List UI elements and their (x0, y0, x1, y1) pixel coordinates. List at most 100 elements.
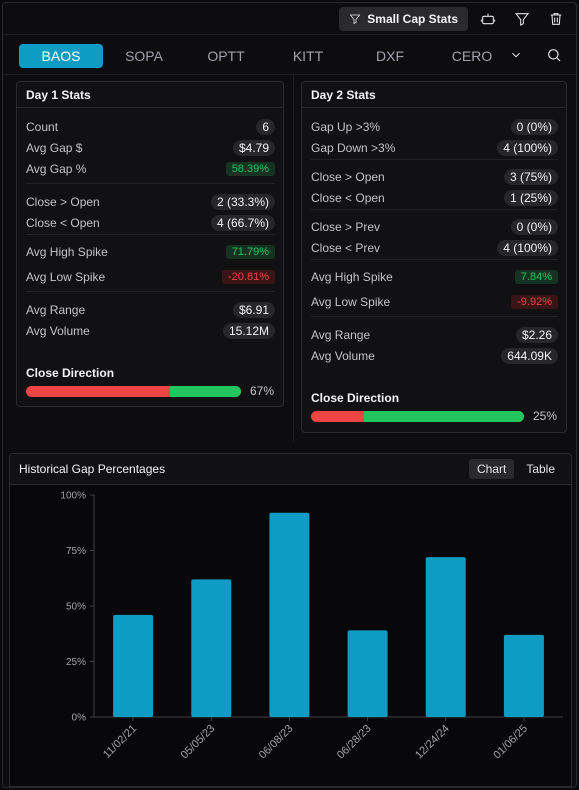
day1-stats-card: Day 1 Stats Count 6 Avg Gap $ $4.79 Avg Gap … (16, 81, 284, 407)
chart-view-button[interactable]: Chart (468, 459, 515, 479)
screener-button[interactable]: Small Cap Stats (339, 6, 468, 31)
search-button[interactable] (540, 43, 568, 67)
close-direction-fill (364, 411, 524, 422)
stat-row: Avg Gap $ $4.79 (26, 139, 275, 157)
stat-separator (311, 259, 558, 260)
stat-label: Gap Up >3% (311, 120, 381, 134)
stat-row: Avg Low Spike -20.81% (26, 268, 275, 286)
stat-row: Close < Open 1 (25%) (311, 189, 558, 207)
y-tick-label: 100% (60, 491, 86, 502)
stat-value: 4 (100%) (497, 140, 558, 156)
ticker-tab-kitt[interactable]: KITT (292, 47, 324, 64)
stat-value: 71.79% (225, 245, 275, 259)
x-tick-label: 05/05/23 (179, 723, 218, 762)
filter-icon (349, 14, 361, 24)
stat-value: 1 (25%) (503, 190, 558, 206)
ticker-tab-optt[interactable]: OPTT (207, 47, 245, 64)
close-direction-bar (311, 411, 524, 422)
stat-value: 7.84% (514, 270, 558, 284)
stat-label: Avg Volume (26, 324, 90, 338)
filter-icon (514, 12, 530, 26)
top-toolbar: Small Cap Stats (3, 3, 576, 35)
stat-row: Avg High Spike 7.84% (311, 268, 558, 286)
day2-stats-card: Day 2 Stats Gap Up >3% 0 (0%) Gap Down >3%… (301, 81, 567, 433)
bar-06-28-23[interactable] (347, 630, 388, 717)
stat-label: Close > Open (26, 195, 100, 209)
stat-separator (311, 316, 558, 317)
stat-label: Avg High Spike (311, 270, 393, 284)
stat-label: Avg Range (311, 328, 371, 342)
stat-row: Gap Up >3% 0 (0%) (311, 118, 558, 136)
filter-button[interactable] (508, 7, 536, 31)
day2-title: Day 2 Stats (302, 82, 566, 108)
robot-button[interactable] (474, 7, 502, 31)
stat-label: Close < Prev (311, 241, 381, 255)
delete-button[interactable] (542, 7, 570, 31)
close-direction-percent: 67% (250, 384, 275, 398)
stat-label: Avg Gap % (26, 162, 87, 176)
stat-value: 3 (75%) (503, 169, 558, 185)
stat-label: Avg Range (26, 303, 86, 317)
robot-icon (480, 13, 496, 24)
y-tick-label: 25% (66, 657, 86, 668)
bar-12-24-24[interactable] (425, 557, 466, 717)
x-tick-label: 06/28/23 (335, 723, 374, 762)
gap-bar-chart: 0% 25% 50% 75% 100% 11/02/21 05/05/23 06/08/23 0… (60, 491, 563, 762)
ticker-tab-sopa[interactable]: SOPA (125, 47, 163, 64)
close-direction-label: Close Direction (26, 366, 115, 380)
x-tick-label: 01/06/25 (491, 723, 530, 762)
stat-row: Close > Prev 0 (0%) (311, 218, 558, 236)
stat-row: Avg Volume 644.09K (311, 347, 558, 365)
chevron-down-icon (512, 52, 520, 58)
stat-value: -20.81% (222, 270, 275, 284)
stat-label: Avg Low Spike (26, 270, 106, 284)
bar-01-06-25[interactable] (503, 634, 544, 717)
stat-value: 2 (33.3%) (210, 194, 275, 210)
view-toggle: Chart Table (468, 459, 563, 479)
stat-label: Close > Prev (311, 220, 381, 234)
x-tick-label: 11/02/21 (101, 723, 139, 761)
stat-row: Count 6 (26, 118, 275, 136)
stat-row: Close > Open 2 (33.3%) (26, 193, 275, 211)
stat-label: Gap Down >3% (311, 141, 396, 155)
stat-row: Avg Range $6.91 (26, 301, 275, 319)
stat-value: 15.12M (222, 323, 275, 339)
stat-separator (311, 209, 558, 210)
bar-06-08-23[interactable] (269, 512, 310, 717)
table-view-button[interactable]: Table (526, 462, 555, 476)
ticker-tab-cero[interactable]: CERO (451, 47, 493, 64)
stat-value: -9.92% (511, 295, 558, 309)
column-divider (293, 75, 294, 441)
stat-row: Avg Volume 15.12M (26, 322, 275, 340)
trash-icon (550, 12, 562, 25)
stat-separator (26, 183, 275, 184)
ticker-tab-dxf[interactable]: DXF (376, 47, 404, 64)
stat-value: 4 (100%) (497, 240, 558, 256)
stat-row: Gap Down >3% 4 (100%) (311, 139, 558, 157)
stat-separator (26, 234, 275, 235)
ticker-tab-baos[interactable]: BAOS (19, 43, 103, 68)
stat-row: Avg Gap % 58.39% (26, 160, 275, 178)
stat-label: Avg Low Spike (311, 295, 391, 309)
close-direction-fill (170, 386, 241, 397)
stat-value: $4.79 (232, 140, 275, 156)
history-header: Historical Gap Percentages Chart Table (9, 453, 572, 485)
bar-11-02-21[interactable] (113, 614, 154, 717)
y-tick-label: 0% (72, 713, 87, 724)
stat-row: Avg Range $2.26 (311, 326, 558, 344)
stat-value: $6.91 (232, 302, 275, 318)
close-direction-bar (26, 386, 241, 397)
stat-row: Avg High Spike 71.79% (26, 243, 275, 261)
stat-separator (26, 291, 275, 292)
more-tickers-button[interactable] (502, 43, 530, 67)
stat-label: Close < Open (26, 216, 100, 230)
tabs-actions (502, 43, 568, 67)
bar-05-05-23[interactable] (191, 579, 232, 717)
stat-label: Close > Open (311, 170, 385, 184)
stat-separator (311, 159, 558, 160)
day1-title: Day 1 Stats (17, 82, 283, 108)
stat-value: 0 (0%) (510, 119, 558, 135)
stat-row: Close < Prev 4 (100%) (311, 239, 558, 257)
x-tick-label: 06/08/23 (257, 723, 296, 762)
